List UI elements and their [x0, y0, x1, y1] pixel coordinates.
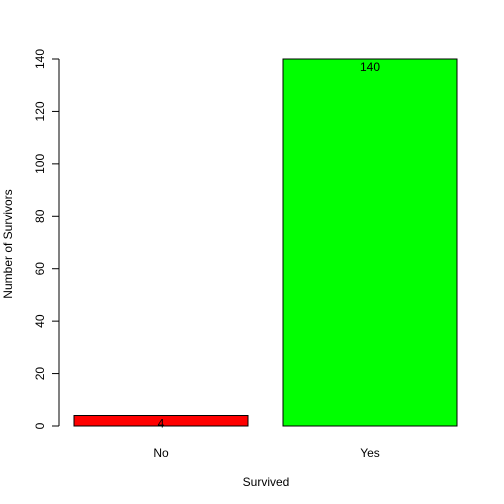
- y-tick-label: 20: [33, 367, 47, 381]
- x-axis-label: Survived: [243, 475, 290, 489]
- y-tick-label: 140: [33, 49, 47, 69]
- y-axis-label: Number of Survivors: [1, 189, 15, 298]
- x-tick-label: No: [153, 446, 169, 460]
- y-tick-label: 40: [33, 314, 47, 328]
- y-tick-label: 60: [33, 262, 47, 276]
- bars: 4 140: [73, 58, 458, 431]
- x-tick-label: Yes: [360, 446, 380, 460]
- x-tick-labels: No Yes: [153, 446, 379, 460]
- bar-value-label: 140: [360, 60, 380, 74]
- bar-no: [73, 415, 249, 427]
- bar-value-label: 4: [158, 417, 165, 431]
- y-tick-label: 120: [33, 101, 47, 121]
- y-tick-label: 80: [33, 209, 47, 223]
- y-axis: 0 20 40 60 80 100 120 140: [33, 49, 60, 429]
- y-tick-label: 100: [33, 154, 47, 174]
- y-tick-label: 0: [33, 422, 47, 429]
- bar-yes: [282, 58, 458, 427]
